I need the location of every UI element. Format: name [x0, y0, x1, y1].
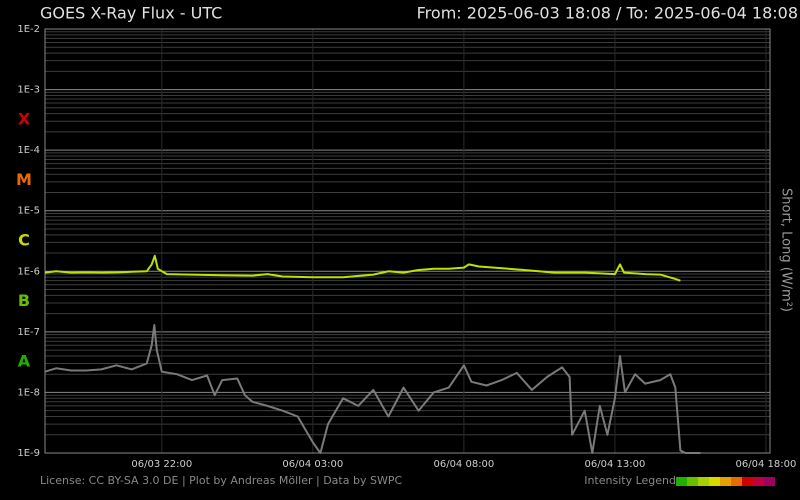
- legend-label: Intensity Legend: [584, 474, 676, 487]
- x-tick-label: 06/04 03:00: [282, 459, 343, 470]
- flare-class-label: A: [18, 352, 31, 371]
- series-line: [44, 324, 701, 454]
- x-tick-label: 06/04 08:00: [433, 459, 494, 470]
- flare-class-label: B: [18, 291, 30, 310]
- y-tick-label: 1E-3: [17, 85, 40, 96]
- x-tick-label: 06/04 18:00: [736, 459, 797, 470]
- y-tick-label: 1E-2: [17, 24, 40, 35]
- flare-class-label: M: [16, 170, 32, 189]
- series-line: [44, 254, 681, 282]
- x-tick-label: 06/04 13:00: [585, 459, 646, 470]
- y-axis-label: Short, Long (W/m²): [779, 188, 794, 312]
- flare-class-label: X: [18, 109, 31, 128]
- footer: License: CC BY-SA 3.0 DE | Plot by Andre…: [40, 474, 402, 487]
- y-tick-label: 1E-7: [17, 327, 40, 338]
- range-label: From: 2025-06-03 18:08 / To: 2025-06-04 …: [417, 4, 798, 23]
- y-tick-label: 1E-9: [17, 448, 40, 459]
- x-tick-label: 06/03 22:00: [131, 459, 192, 470]
- y-tick-label: 1E-5: [17, 206, 40, 217]
- intensity-legend: [676, 477, 775, 486]
- y-tick-label: 1E-4: [17, 145, 40, 156]
- plot-frame: [44, 28, 771, 454]
- y-tick-label: 1E-6: [17, 266, 40, 277]
- y-tick-label: 1E-8: [17, 387, 40, 398]
- chart-title: GOES X-Ray Flux - UTC: [40, 4, 222, 23]
- flare-class-label: C: [18, 231, 30, 250]
